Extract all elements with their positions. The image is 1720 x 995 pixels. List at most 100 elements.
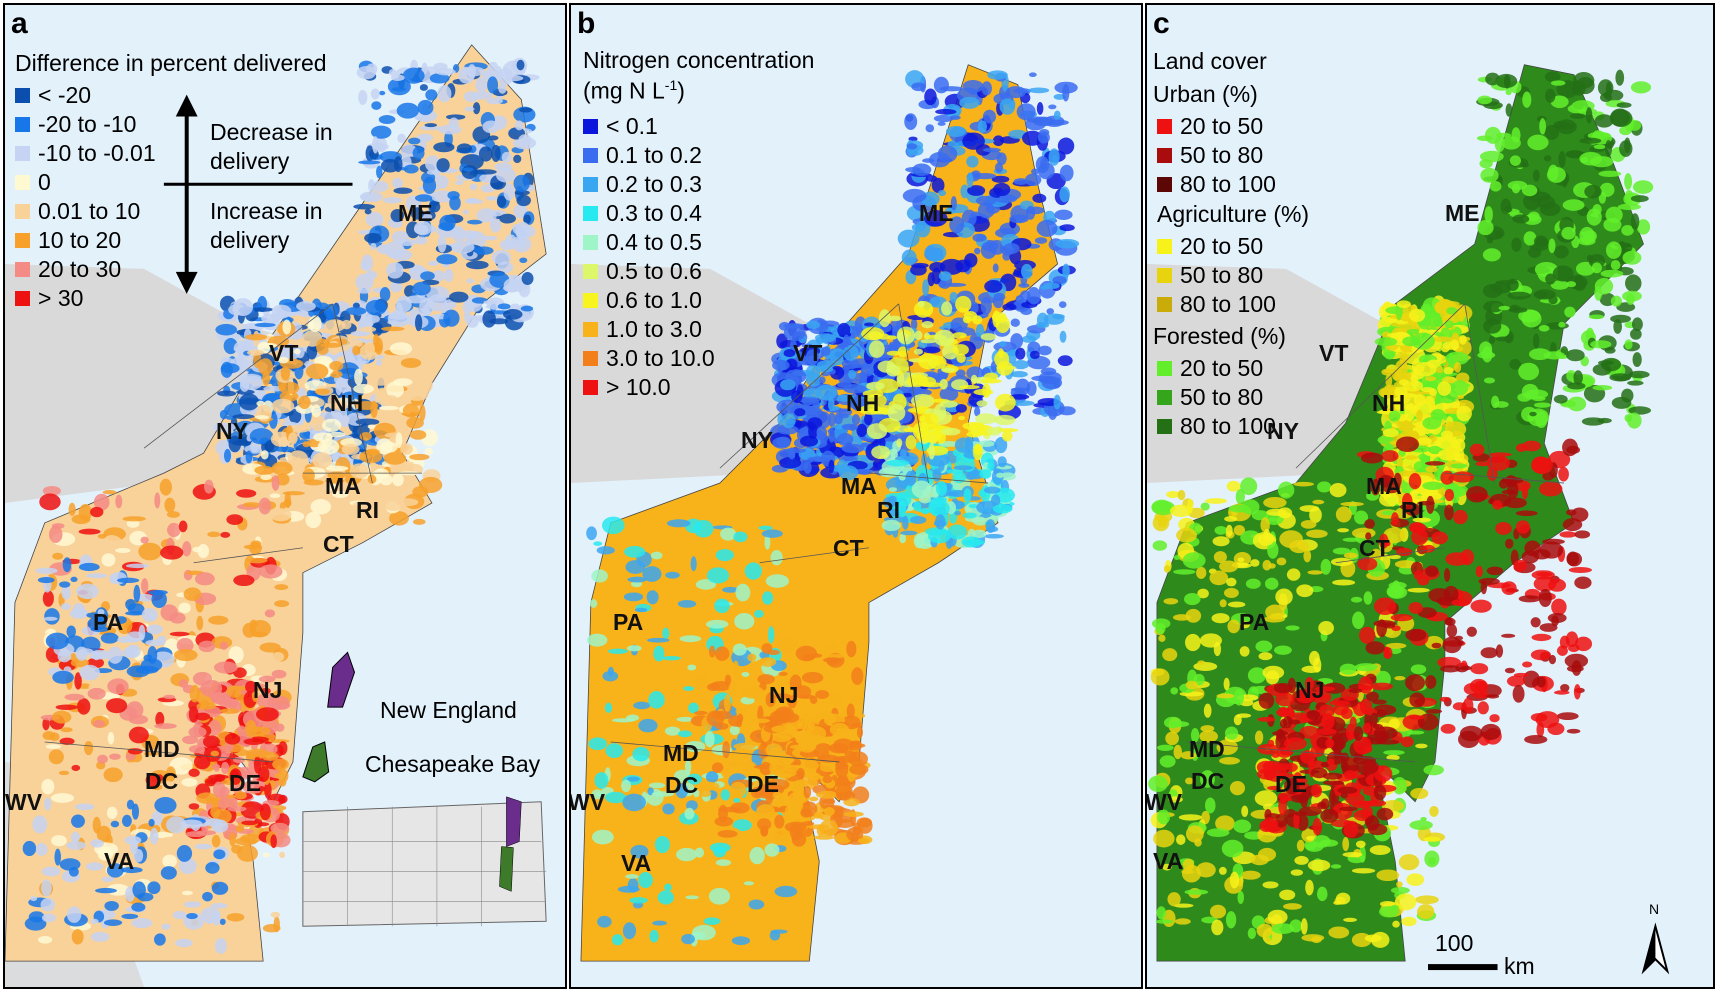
decrease-label: Decrease in delivery bbox=[210, 118, 333, 176]
decrease-label-line1: Decrease in bbox=[210, 119, 333, 145]
legend-c-group-1: 20 to 50 50 to 80 80 to 100 bbox=[1157, 232, 1276, 319]
legend-title-a: Difference in percent delivered bbox=[15, 50, 327, 76]
state-label-wv-c: WV bbox=[1145, 789, 1183, 815]
data-pattern-b bbox=[586, 70, 1080, 947]
legend-unit-end: ) bbox=[677, 77, 685, 104]
legend-b: < 0.1 0.1 to 0.2 0.2 to 0.3 0.3 to 0.4 0.4 t… bbox=[583, 112, 715, 402]
legend-c-g0-item-2: 80 to 100 bbox=[1157, 170, 1276, 199]
legend-a-item-1: -20 to -10 bbox=[15, 110, 156, 139]
legend-a-label-3: 0 bbox=[38, 169, 51, 195]
scale-bar-label: 100 bbox=[1435, 930, 1474, 956]
state-label-vt-b: VT bbox=[793, 340, 823, 366]
increase-label-line1: Increase in bbox=[210, 198, 323, 224]
state-label-ma-c: MA bbox=[1366, 473, 1402, 499]
legend-c-g1-swatch-0 bbox=[1157, 239, 1172, 254]
legend-a: < -20 -20 to -10 -10 to -0.01 0 0.01 to 10 10… bbox=[15, 81, 156, 313]
legend-a-swatch-2 bbox=[15, 146, 30, 161]
legend-b-label-9: > 10.0 bbox=[606, 374, 671, 400]
state-label-me-c: ME bbox=[1445, 200, 1480, 226]
state-label-ny-a: NY bbox=[216, 418, 248, 444]
legend-b-label-0: < 0.1 bbox=[606, 113, 658, 139]
legend-b-item-2: 0.2 to 0.3 bbox=[583, 170, 715, 199]
state-label-ct-b: CT bbox=[833, 535, 864, 561]
state-label-md-b: MD bbox=[663, 740, 699, 766]
legend-title-c: Land cover bbox=[1153, 48, 1267, 74]
state-label-ri-b: RI bbox=[877, 497, 900, 523]
state-label-wv-b: WV bbox=[569, 789, 606, 815]
legend-b-label-8: 3.0 to 10.0 bbox=[606, 345, 715, 371]
legend-c-g1-label-2: 80 to 100 bbox=[1180, 291, 1276, 317]
legend-b-item-9: > 10.0 bbox=[583, 373, 715, 402]
state-label-ma-b: MA bbox=[841, 473, 877, 499]
legend-a-label-2: -10 to -0.01 bbox=[38, 140, 156, 166]
state-label-pa-c: PA bbox=[1239, 609, 1270, 635]
legend-c-group-title-1: Agriculture (%) bbox=[1157, 201, 1310, 227]
state-label-ct-c: CT bbox=[1359, 535, 1390, 561]
legend-b-swatch-1 bbox=[583, 148, 598, 163]
legend-b-item-8: 3.0 to 10.0 bbox=[583, 344, 715, 373]
map-b bbox=[571, 5, 1141, 987]
panel-label-b: b bbox=[577, 7, 596, 40]
legend-c-g1-label-0: 20 to 50 bbox=[1180, 233, 1264, 259]
legend-c-g2-swatch-1 bbox=[1157, 390, 1172, 405]
scale-bar bbox=[1428, 964, 1498, 971]
legend-a-label-4: 0.01 to 10 bbox=[38, 198, 141, 224]
legend-b-label-7: 1.0 to 3.0 bbox=[606, 316, 702, 342]
legend-c-g1-item-0: 20 to 50 bbox=[1157, 232, 1276, 261]
panel-a: a Difference in percent delivered < -20 -… bbox=[3, 3, 567, 989]
legend-b-item-1: 0.1 to 0.2 bbox=[583, 141, 715, 170]
state-label-ri-a: RI bbox=[356, 497, 379, 523]
state-label-nj-a: NJ bbox=[253, 677, 283, 703]
state-label-dc-a: DC bbox=[145, 768, 179, 794]
state-label-ma-a: MA bbox=[325, 473, 361, 499]
legend-b-swatch-4 bbox=[583, 235, 598, 250]
state-label-va-a: VA bbox=[104, 848, 135, 874]
legend-a-item-0: < -20 bbox=[15, 81, 156, 110]
increase-label-line2: delivery bbox=[210, 227, 290, 253]
legend-a-label-1: -20 to -10 bbox=[38, 111, 137, 137]
legend-b-swatch-6 bbox=[583, 293, 598, 308]
legend-unit-b: (mg N L-1) bbox=[583, 77, 685, 105]
legend-a-label-6: 20 to 30 bbox=[38, 256, 122, 282]
panel-c: c Land cover Urban (%) 20 to 50 50 to 80 80… bbox=[1145, 3, 1715, 989]
north-label: N bbox=[1649, 901, 1660, 917]
legend-c-g2-label-2: 80 to 100 bbox=[1180, 413, 1276, 439]
legend-c-g0-label-1: 50 to 80 bbox=[1180, 142, 1264, 168]
state-label-nh-b: NH bbox=[846, 390, 880, 416]
panel-b: b Nitrogen concentration (mg N L-1) < 0.… bbox=[569, 3, 1143, 989]
state-label-ct-a: CT bbox=[323, 531, 354, 557]
legend-c-g2-label-0: 20 to 50 bbox=[1180, 355, 1264, 381]
legend-c-g0-swatch-2 bbox=[1157, 177, 1172, 192]
legend-b-label-4: 0.4 to 0.5 bbox=[606, 229, 702, 255]
legend-c-group-title-2: Forested (%) bbox=[1153, 323, 1286, 349]
legend-a-label-5: 10 to 20 bbox=[38, 227, 122, 253]
legend-b-label-1: 0.1 to 0.2 bbox=[606, 142, 702, 168]
legend-b-swatch-2 bbox=[583, 177, 598, 192]
legend-c-g1-item-1: 50 to 80 bbox=[1157, 261, 1276, 290]
legend-a-swatch-7 bbox=[15, 291, 30, 306]
legend-a-swatch-1 bbox=[15, 117, 30, 132]
legend-c-group-0: 20 to 50 50 to 80 80 to 100 bbox=[1157, 112, 1276, 199]
state-label-pa-b: PA bbox=[613, 609, 644, 635]
legend-a-label-0: < -20 bbox=[38, 82, 92, 108]
legend-b-swatch-3 bbox=[583, 206, 598, 221]
legend-c-g2-label-1: 50 to 80 bbox=[1180, 384, 1264, 410]
state-label-nh-c: NH bbox=[1372, 390, 1406, 416]
legend-c-g2-item-1: 50 to 80 bbox=[1157, 383, 1276, 412]
state-label-ny-b: NY bbox=[741, 427, 773, 453]
legend-c-g2-swatch-0 bbox=[1157, 361, 1172, 376]
legend-b-label-2: 0.2 to 0.3 bbox=[606, 171, 702, 197]
legend-a-label-7: > 30 bbox=[38, 285, 84, 311]
legend-c-g1-label-1: 50 to 80 bbox=[1180, 262, 1264, 288]
map-a bbox=[5, 5, 565, 987]
increase-label: Increase in delivery bbox=[210, 197, 323, 255]
legend-a-item-7: > 30 bbox=[15, 284, 156, 313]
state-label-md-c: MD bbox=[1189, 736, 1225, 762]
legend-b-item-3: 0.3 to 0.4 bbox=[583, 199, 715, 228]
legend-b-label-3: 0.3 to 0.4 bbox=[606, 200, 702, 226]
legend-unit-text: (mg N L bbox=[583, 77, 665, 104]
legend-b-item-4: 0.4 to 0.5 bbox=[583, 228, 715, 257]
inset-us-map bbox=[302, 651, 547, 927]
legend-title-b: Nitrogen concentration bbox=[583, 47, 815, 73]
